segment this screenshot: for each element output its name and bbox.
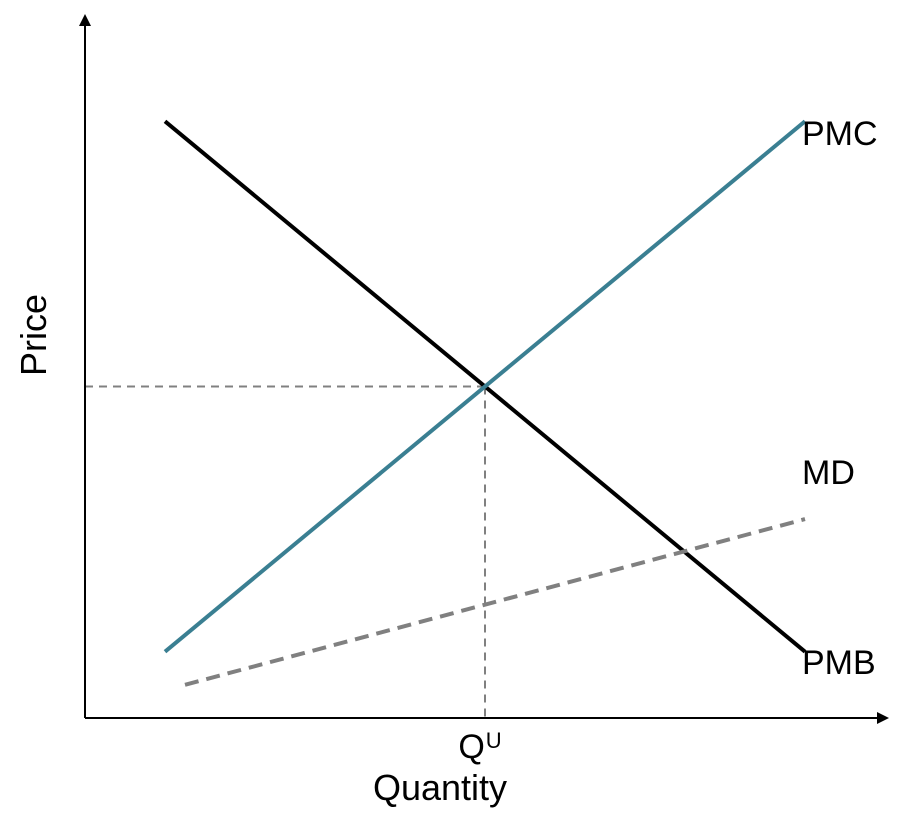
x-axis-arrowhead (877, 712, 889, 724)
plot-area (85, 119, 807, 718)
x-tick-letter: Q (458, 728, 484, 766)
curve-label-md: MD (802, 454, 855, 492)
curve-label-pmc: PMC (802, 115, 878, 153)
curve-label-pmb: PMB (802, 644, 876, 682)
y-axis-title: Price (13, 294, 54, 376)
series-line-pmc (163, 119, 807, 654)
x-tick-superscript: U (486, 728, 502, 753)
y-axis-arrowhead (79, 14, 91, 26)
x-tick-label: QU (458, 728, 501, 766)
x-axis-title: Quantity (373, 767, 507, 808)
series-line-md (184, 517, 806, 687)
